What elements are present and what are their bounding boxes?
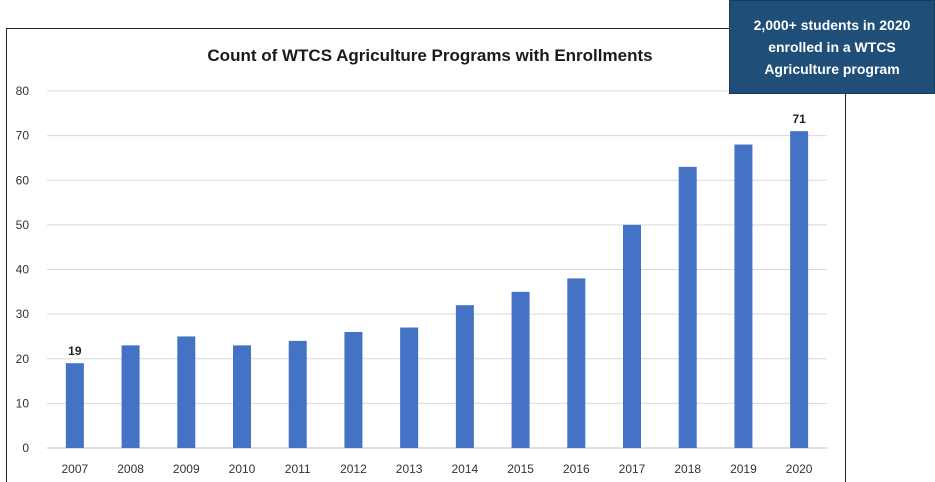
y-tick-label-10: 10 [16,396,30,410]
y-tick-label-80: 80 [16,84,30,98]
chart-title: Count of WTCS Agriculture Programs with … [207,46,653,65]
y-tick-label-60: 60 [16,173,30,187]
x-tick-label-2018: 2018 [674,462,701,476]
x-tick-label-2015: 2015 [507,462,534,476]
x-tick-label-2014: 2014 [452,462,479,476]
bar-2010 [233,345,251,448]
x-axis-ticks: 2007 2008 2009 2010 2011 2012 2013 2014 2015 2016… [62,462,813,476]
chart-frame [6,28,846,482]
y-tick-label-30: 30 [16,307,30,321]
bar-2014 [455,305,474,448]
y-tick-label-20: 20 [16,352,30,366]
x-tick-label-2011: 2011 [285,462,311,476]
bar-2016 [567,278,586,448]
x-tick-label-2009: 2009 [173,462,200,476]
callout-line-2: enrolled in a WTCS [768,39,896,55]
x-tick-label-2010: 2010 [229,462,256,476]
data-label-2020: 71 [792,112,806,126]
y-tick-label-40: 40 [16,263,30,277]
bar-2011 [288,340,307,448]
bar-2015 [511,291,530,448]
callout-line-1: 2,000+ students in 2020 [753,17,911,33]
y-axis-ticks: 0 10 20 30 40 50 60 70 80 [16,84,30,455]
y-tick-label-0: 0 [22,441,29,455]
x-tick-label-2016: 2016 [563,462,590,476]
x-tick-label-2017: 2017 [619,462,646,476]
bars [65,131,809,449]
y-tick-label-50: 50 [16,218,30,232]
bar-2009 [177,336,196,448]
bar-2007 [65,363,84,448]
gridlines [47,90,827,449]
bar-2019 [734,144,753,449]
data-label-2007: 19 [68,344,82,358]
callout-box: 2,000+ students in 2020 enrolled in a WT… [729,0,935,94]
x-tick-label-2008: 2008 [117,462,144,476]
x-tick-label-2019: 2019 [730,462,757,476]
bar-2012 [344,331,363,448]
bar-2013 [400,327,419,448]
x-tick-label-2013: 2013 [396,462,423,476]
callout-line-3: Agriculture program [764,61,900,77]
bar-2020 [790,131,809,448]
bar-2008 [121,345,140,448]
x-tick-label-2012: 2012 [340,462,367,476]
x-tick-label-2007: 2007 [62,462,89,476]
x-tick-label-2020: 2020 [786,462,813,476]
bar-2018 [678,166,697,449]
bar-2017 [623,224,641,448]
y-tick-label-70: 70 [16,129,30,143]
